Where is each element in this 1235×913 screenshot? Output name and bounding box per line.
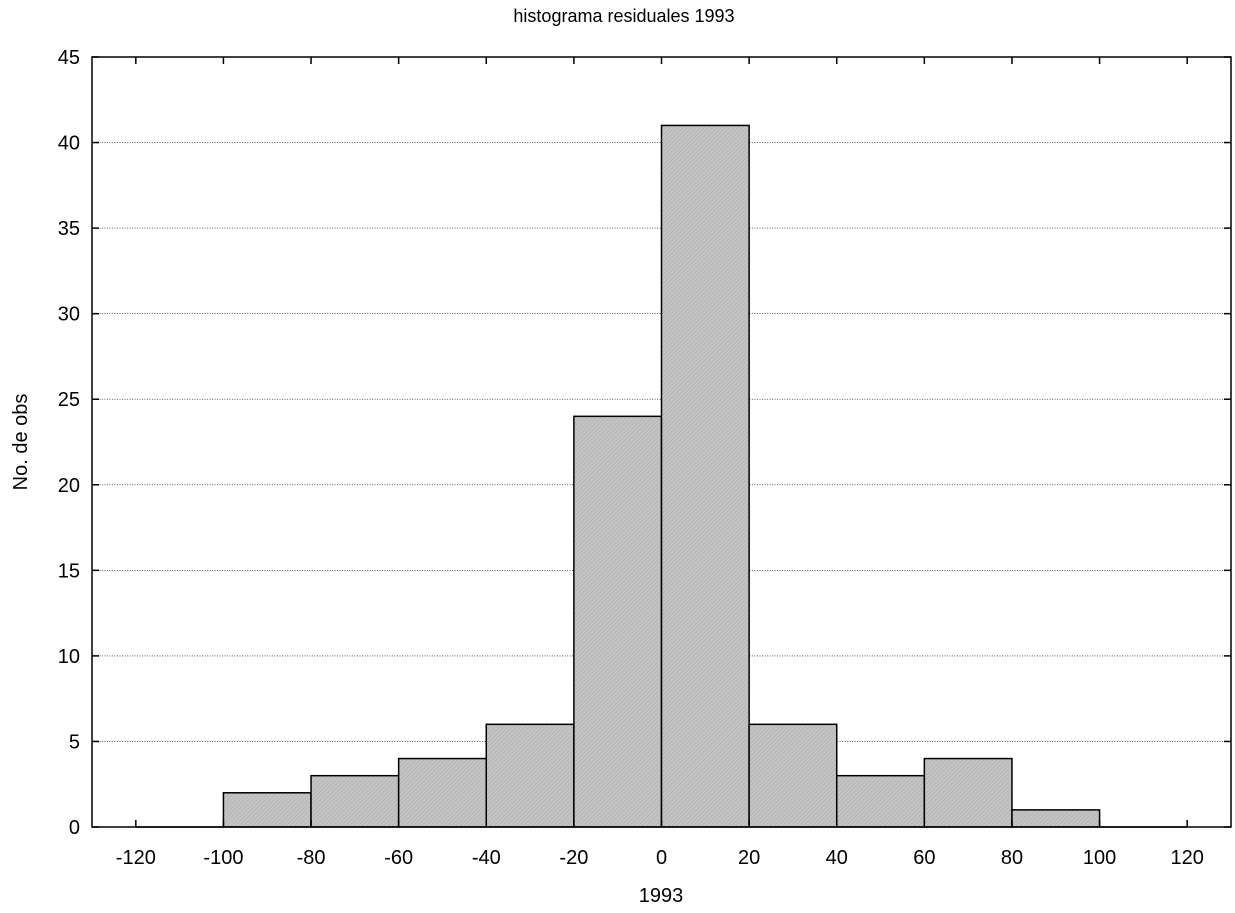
histogram-bar	[310, 774, 400, 828]
chart-title: histograma residuales 1993	[513, 6, 734, 26]
x-tick-label: -20	[559, 847, 588, 869]
y-tick-label: 35	[58, 218, 80, 240]
histogram-bar	[1011, 809, 1101, 828]
x-tick-label: -100	[203, 847, 243, 869]
x-tick-label: -120	[116, 847, 156, 869]
y-tick-label: 15	[58, 560, 80, 582]
y-tick-label: 40	[58, 133, 80, 155]
y-tick-label: 20	[58, 475, 80, 497]
x-axis-ticks: -120 -100 -80 -60 -40 -20 0 20 40 60 80 100 120	[116, 57, 1204, 869]
x-tick-label: 60	[913, 847, 935, 869]
histogram-bar	[660, 124, 750, 828]
y-tick-label: 25	[58, 389, 80, 411]
histogram-bar	[222, 792, 312, 828]
x-tick-label: 0	[656, 847, 667, 869]
y-axis-label: No. de obs	[10, 394, 32, 491]
histogram-bar	[573, 415, 663, 828]
x-tick-label: -80	[297, 847, 326, 869]
histogram-bar	[923, 757, 1013, 828]
x-tick-label: 80	[1001, 847, 1023, 869]
y-tick-label: 10	[58, 646, 80, 668]
histogram-bar	[485, 723, 575, 828]
x-tick-label: -40	[472, 847, 501, 869]
x-tick-label: 100	[1083, 847, 1116, 869]
x-axis-label: 1993	[639, 885, 684, 907]
bars	[135, 124, 1188, 828]
histogram-bar	[835, 774, 926, 828]
y-tick-label: 30	[58, 304, 80, 326]
histogram-bar	[397, 757, 488, 828]
histogram-bar	[748, 723, 838, 828]
x-tick-label: -60	[384, 847, 413, 869]
y-tick-label: 0	[69, 817, 80, 839]
x-tick-label: 20	[738, 847, 760, 869]
y-tick-label: 45	[58, 47, 80, 69]
x-tick-label: 120	[1171, 847, 1204, 869]
y-tick-label: 5	[69, 731, 80, 753]
x-tick-label: 40	[826, 847, 848, 869]
y-axis-ticks: 0 5 10 15 20 25 30 35 40 45	[58, 47, 1231, 839]
